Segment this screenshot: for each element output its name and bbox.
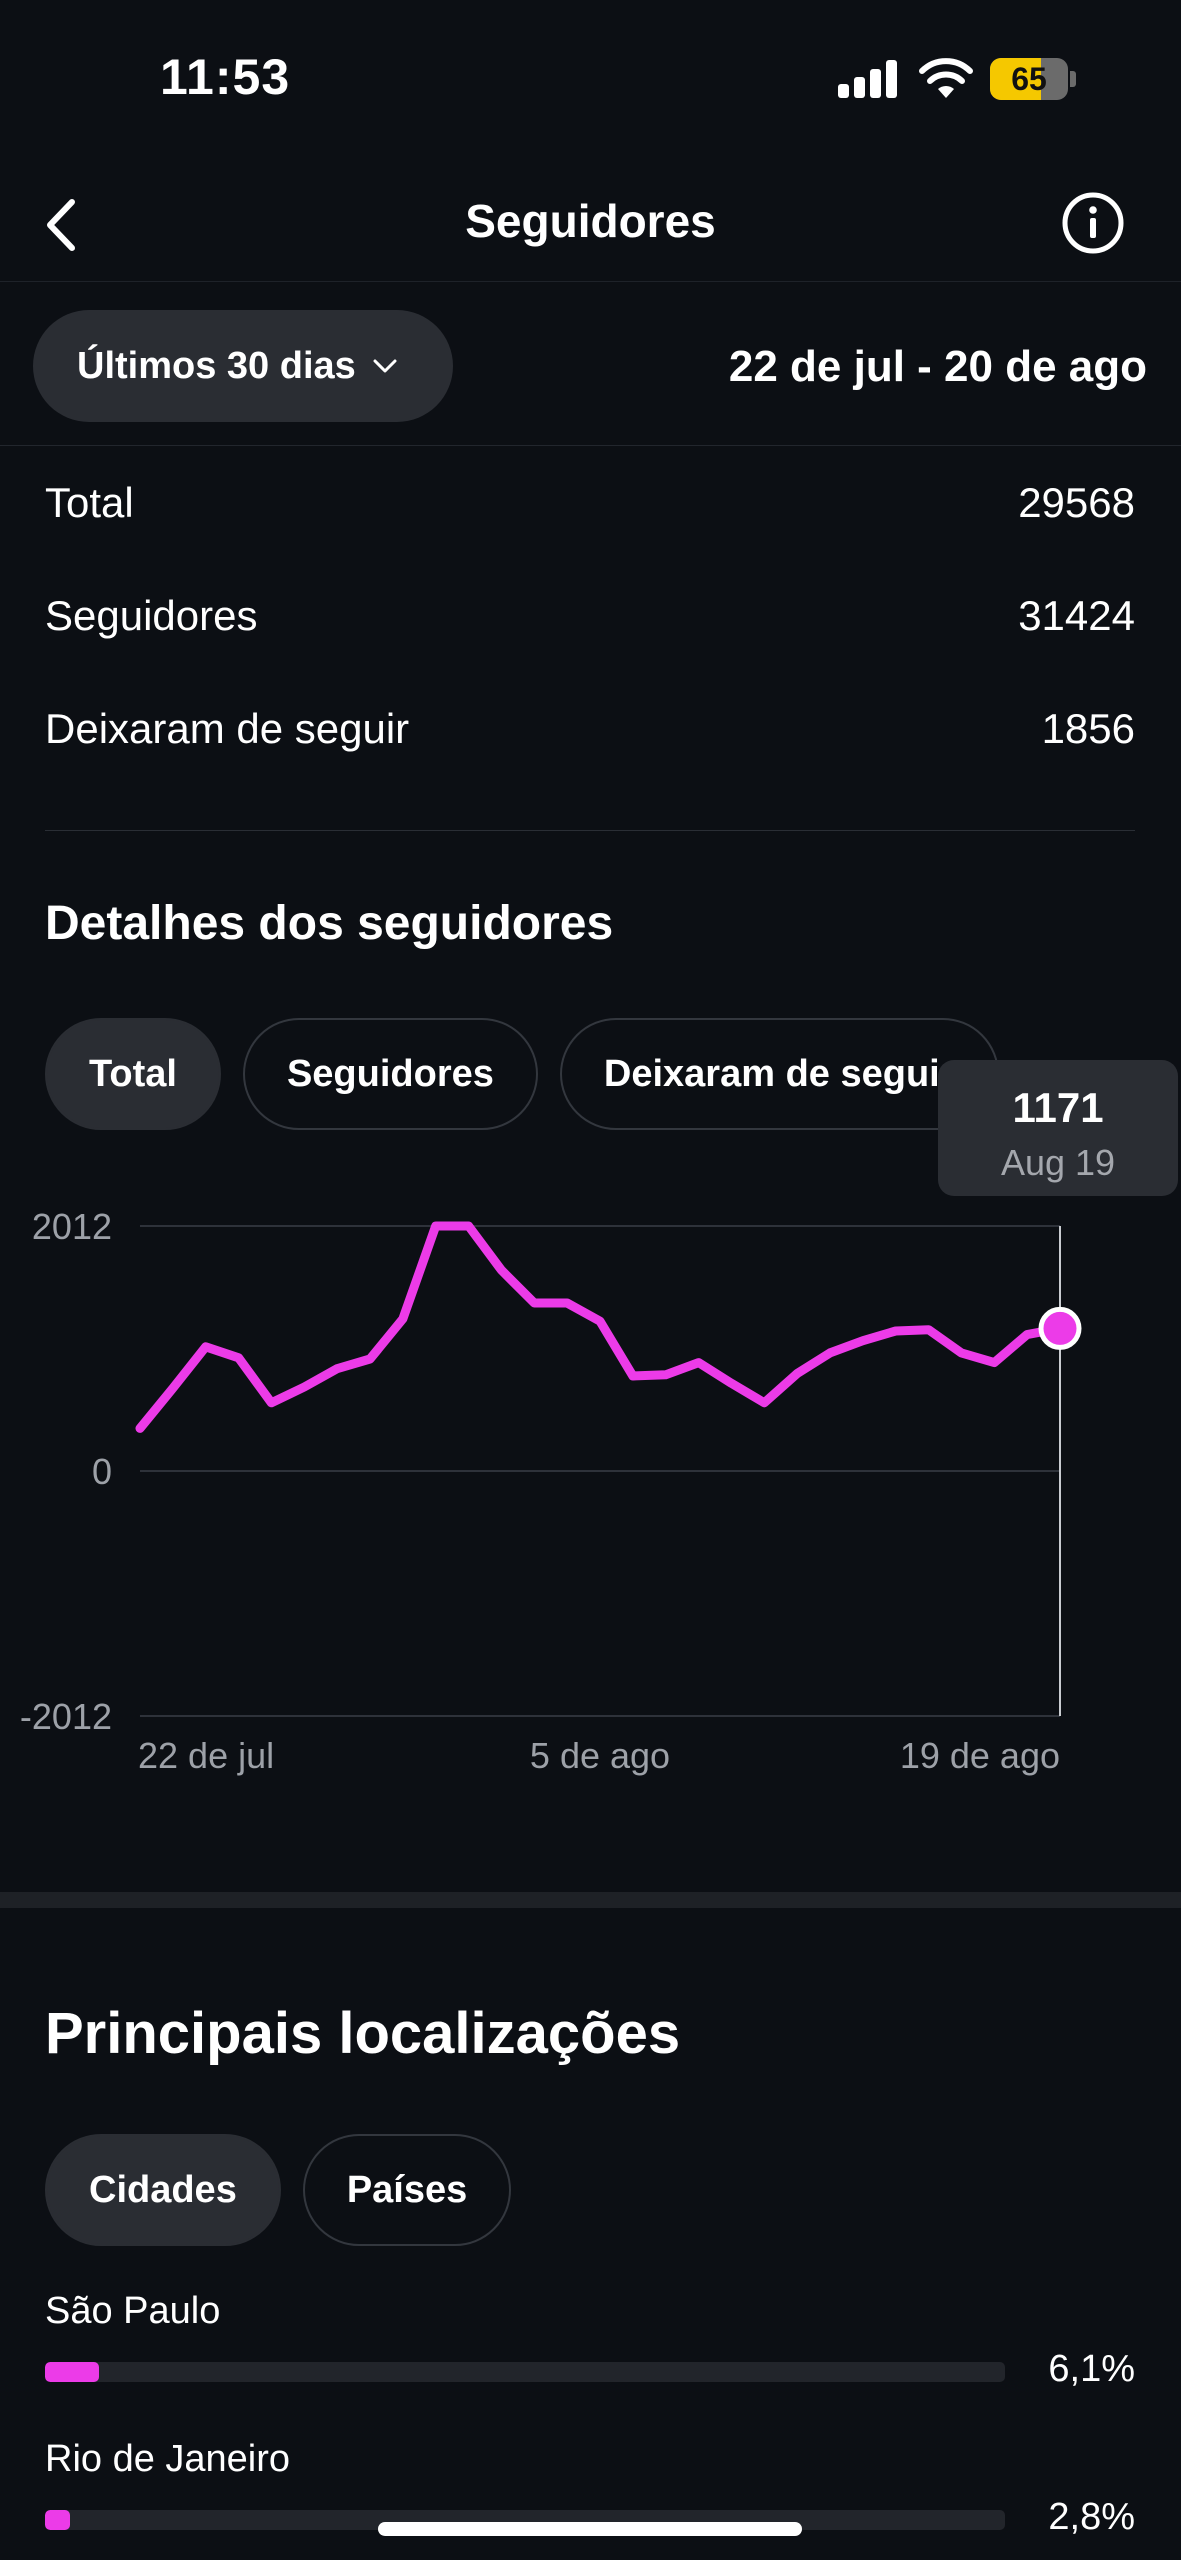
period-label: Últimos 30 dias xyxy=(77,344,356,387)
stat-row-followers: Seguidores 31424 xyxy=(45,559,1135,672)
data-point xyxy=(925,1326,933,1334)
data-point xyxy=(169,1384,177,1392)
list-item: São Paulo 6,1% xyxy=(45,2290,1145,2438)
data-point xyxy=(136,1424,144,1432)
data-point xyxy=(432,1222,440,1230)
section-separator xyxy=(0,1892,1181,1908)
y-tick-label: 2012 xyxy=(32,1206,112,1247)
location-bar-fill xyxy=(45,2510,70,2530)
x-tick-label: 22 de jul xyxy=(138,1735,274,1776)
data-point xyxy=(826,1349,834,1357)
data-point xyxy=(399,1315,407,1323)
status-bar: 11:53 65 xyxy=(0,0,1181,150)
data-point xyxy=(563,1299,571,1307)
chart-tooltip: 1171 Aug 19 xyxy=(938,1060,1178,1196)
data-point xyxy=(530,1299,538,1307)
data-point xyxy=(629,1372,637,1380)
tooltip-value: 1171 xyxy=(1012,1084,1104,1131)
location-bar-track xyxy=(45,2362,1005,2382)
data-point xyxy=(957,1349,965,1357)
data-point xyxy=(333,1365,341,1373)
data-point xyxy=(366,1355,374,1363)
location-bar-fill xyxy=(45,2362,99,2382)
date-range: 22 de jul - 20 de ago xyxy=(728,342,1147,391)
battery-level-text: 65 xyxy=(1011,61,1047,97)
followers-chart: 2012 0 -2012 22 de jul 5 de ago 19 de ago xyxy=(0,1160,1181,1800)
page-title: Seguidores xyxy=(465,195,716,247)
battery-icon: 65 xyxy=(990,58,1076,100)
stat-label: Seguidores xyxy=(45,591,258,639)
data-point xyxy=(497,1266,505,1274)
locations-list: São Paulo 6,1% Rio de Janeiro 2,8% xyxy=(45,2290,1145,2560)
details-title: Detalhes dos seguidores xyxy=(45,897,614,950)
data-point xyxy=(596,1317,604,1325)
list-item: Rio de Janeiro 2,8% xyxy=(45,2438,1145,2560)
x-tick-label: 5 de ago xyxy=(530,1735,670,1776)
stat-value: 1856 xyxy=(1041,704,1135,752)
data-point xyxy=(465,1222,473,1230)
location-percent: 2,8% xyxy=(1048,2496,1135,2538)
tooltip-date: Aug 19 xyxy=(1000,1142,1116,1183)
chip-total[interactable]: Total xyxy=(45,1018,221,1130)
home-indicator[interactable] xyxy=(378,2522,802,2536)
info-icon[interactable] xyxy=(1058,188,1128,258)
stat-value: 29568 xyxy=(1018,478,1135,526)
stat-label: Deixaram de seguir xyxy=(45,704,410,752)
data-point xyxy=(662,1371,670,1379)
data-point xyxy=(202,1343,210,1351)
tab-countries[interactable]: Países xyxy=(302,2134,512,2246)
data-point xyxy=(727,1379,735,1387)
chip-followers[interactable]: Seguidores xyxy=(242,1018,538,1130)
tab-cities[interactable]: Cidades xyxy=(45,2134,281,2246)
chip-unfollowed[interactable]: Deixaram de seguir xyxy=(559,1018,999,1130)
locations-title: Principais localizações xyxy=(45,2001,681,2066)
data-point xyxy=(990,1359,998,1367)
data-point xyxy=(793,1370,801,1378)
locations-tabs: Cidades Países xyxy=(45,2134,512,2246)
series-line xyxy=(135,1221,1065,1433)
data-point xyxy=(235,1354,243,1362)
stat-row-total: Total 29568 xyxy=(45,446,1135,559)
data-point xyxy=(695,1359,703,1367)
highlight-point xyxy=(1038,1306,1082,1350)
stats-list: Total 29568 Seguidores 31424 Deixaram de… xyxy=(45,446,1135,785)
stat-label: Total xyxy=(45,478,134,526)
data-point xyxy=(267,1399,275,1407)
y-tick-label: -2012 xyxy=(20,1696,112,1737)
divider xyxy=(45,830,1135,831)
stat-row-unfollowed: Deixaram de seguir 1856 xyxy=(45,672,1135,785)
chevron-down-icon xyxy=(373,359,397,373)
stat-value: 31424 xyxy=(1018,591,1135,639)
nav-header: Seguidores xyxy=(0,170,1181,282)
period-dropdown[interactable]: Últimos 30 dias xyxy=(33,310,453,422)
back-icon[interactable] xyxy=(30,190,100,260)
location-name: Rio de Janeiro xyxy=(45,2438,291,2480)
location-percent: 6,1% xyxy=(1048,2348,1135,2390)
y-tick-label: 0 xyxy=(92,1451,112,1492)
followers-line-chart: 2012 0 -2012 22 de jul 5 de ago 19 de ago xyxy=(20,1206,1082,1776)
data-point xyxy=(1023,1331,1031,1339)
x-tick-label: 19 de ago xyxy=(900,1735,1060,1776)
filter-row: Últimos 30 dias 22 de jul - 20 de ago xyxy=(0,282,1181,446)
cellular-signal-icon xyxy=(838,60,900,98)
data-point xyxy=(892,1327,900,1335)
location-name: São Paulo xyxy=(45,2290,221,2332)
data-point xyxy=(859,1337,867,1345)
data-point xyxy=(760,1399,768,1407)
wifi-icon xyxy=(919,58,973,98)
details-chips: Total Seguidores Deixaram de seguir xyxy=(45,1018,999,1130)
status-time: 11:53 xyxy=(160,49,291,105)
data-point xyxy=(300,1383,308,1391)
